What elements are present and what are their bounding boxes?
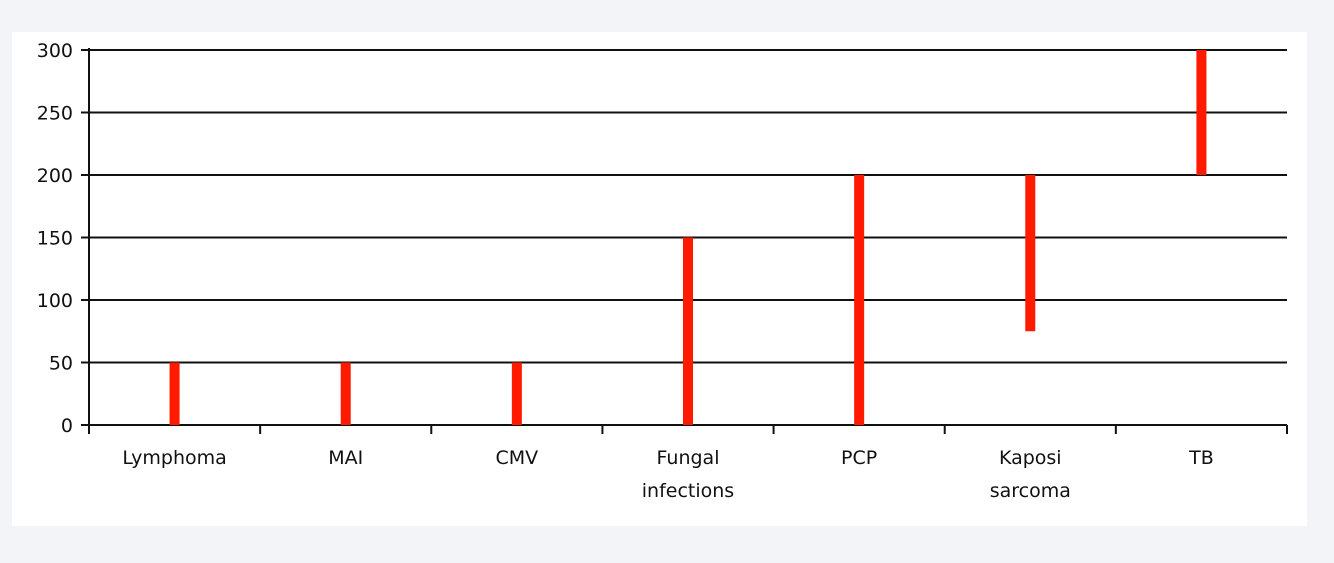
x-category-label-line: sarcoma <box>990 480 1071 502</box>
x-category-label: PCP <box>841 447 877 469</box>
x-category-label-line: CMV <box>496 447 539 469</box>
y-tick-label: 150 <box>37 228 73 250</box>
range-bar <box>340 362 351 425</box>
y-tick-label: 50 <box>49 353 73 375</box>
range-bar <box>1196 50 1207 175</box>
x-category-label-line: Fungal <box>657 447 720 469</box>
x-category-label: Kaposi sarcoma <box>990 447 1071 502</box>
x-category-label-line: TB <box>1188 447 1214 469</box>
y-tick-label: 300 <box>37 40 73 62</box>
x-category-label-line: Kaposi <box>999 447 1062 469</box>
bar-layer <box>169 50 1207 425</box>
y-tick-label: 200 <box>37 165 73 187</box>
range-bar <box>511 362 522 425</box>
y-tick-label: 0 <box>61 415 73 437</box>
x-category-label-line: MAI <box>328 447 363 469</box>
y-tick-label: 250 <box>37 103 73 125</box>
x-category-label: CMV <box>496 447 539 469</box>
range-bar <box>683 237 693 425</box>
chart-panel <box>12 32 1307 526</box>
x-category-label: MAI <box>328 447 363 469</box>
range-bar <box>854 175 865 425</box>
range-bar <box>169 362 180 425</box>
x-category-label-line: PCP <box>841 447 877 469</box>
x-category-label: Fungal infections <box>642 447 734 502</box>
x-category-label: Lymphoma <box>122 447 226 469</box>
label-layer: 0 50 100 150 200 250 300 Lymphoma MAI CMV Fungal in… <box>37 40 1214 502</box>
x-category-label: TB <box>1188 447 1214 469</box>
x-category-label-line: infections <box>642 480 734 502</box>
range-bar <box>1025 175 1036 332</box>
x-category-label-line: Lymphoma <box>122 447 226 469</box>
y-tick-label: 100 <box>37 290 73 312</box>
